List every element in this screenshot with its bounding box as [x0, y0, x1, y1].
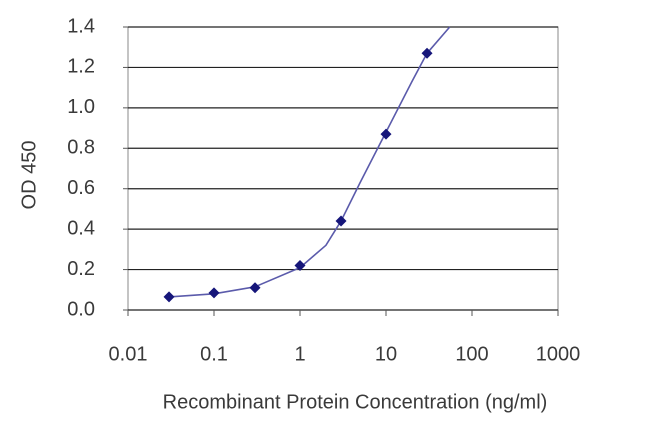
x-tick-label: 0.1 — [200, 343, 228, 365]
y-tick-label: 1.2 — [67, 56, 95, 78]
x-tick-label: 1 — [294, 343, 305, 365]
data-point — [163, 291, 175, 303]
x-tick-label: 0.01 — [109, 343, 148, 365]
data-point — [421, 47, 433, 59]
data-point — [335, 215, 347, 227]
x-tick-label: 1000 — [536, 343, 581, 365]
y-tick-label: 1.0 — [67, 96, 95, 118]
y-tick-label: 0.6 — [67, 177, 95, 199]
y-axis-title: OD 450 — [18, 141, 40, 210]
y-tick-label: 0.8 — [67, 137, 95, 159]
x-axis-title: Recombinant Protein Concentration (ng/ml… — [163, 391, 548, 413]
data-point — [294, 260, 306, 272]
plot-area — [127, 26, 559, 311]
y-tick-label: 1.4 — [67, 15, 95, 37]
y-tick-label: 0.2 — [67, 258, 95, 280]
y-tick-label: 0.4 — [67, 217, 95, 239]
x-tick-label: 100 — [455, 343, 488, 365]
data-point — [380, 128, 392, 140]
x-tick-label: 10 — [375, 343, 397, 365]
data-point — [249, 282, 261, 294]
y-tick-label: 0.0 — [67, 298, 95, 320]
data-point — [208, 287, 220, 299]
